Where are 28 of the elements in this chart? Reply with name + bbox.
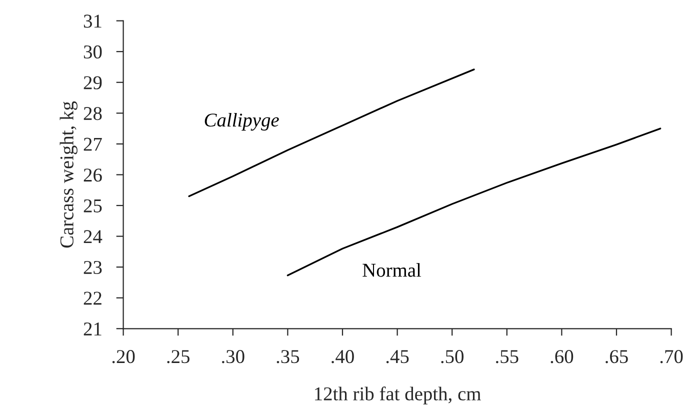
x-tick-label: .40 xyxy=(332,350,354,364)
x-tick-label: .20 xyxy=(112,350,135,364)
series-label: Normal xyxy=(362,263,422,277)
x-tick-label: .65 xyxy=(606,350,628,364)
x-tick-label: .35 xyxy=(276,350,300,364)
x-tick-label: .25 xyxy=(167,350,190,364)
line-series xyxy=(188,68,475,198)
y-axis-title: Carcass weight, kg xyxy=(60,101,78,248)
y-tick-label: 26 xyxy=(84,168,102,182)
x-axis-title: 12th rib fat depth, cm xyxy=(315,386,481,404)
y-tick-label: 22 xyxy=(84,292,102,305)
x-tick-label: .50 xyxy=(441,350,464,364)
y-tick-label: 24 xyxy=(84,230,102,244)
x-tick-label: .45 xyxy=(386,350,409,364)
y-tick-label: 30 xyxy=(84,45,102,59)
x-tick-label: .60 xyxy=(550,350,574,364)
y-tick-label: 25 xyxy=(84,199,102,212)
x-tick-label: .70 xyxy=(660,350,683,364)
y-tick-label: 31 xyxy=(84,14,102,28)
line-series xyxy=(286,128,662,276)
x-tick-label: .55 xyxy=(496,350,518,364)
y-tick-label: 23 xyxy=(84,260,102,274)
x-tick-label: .30 xyxy=(222,350,244,364)
y-tick-label: 21 xyxy=(84,322,102,336)
y-tick-label: 27 xyxy=(84,138,102,151)
series-label: Callipyge xyxy=(204,112,279,131)
y-tick-label: 28 xyxy=(84,106,102,120)
y-tick-label: 29 xyxy=(84,76,102,90)
